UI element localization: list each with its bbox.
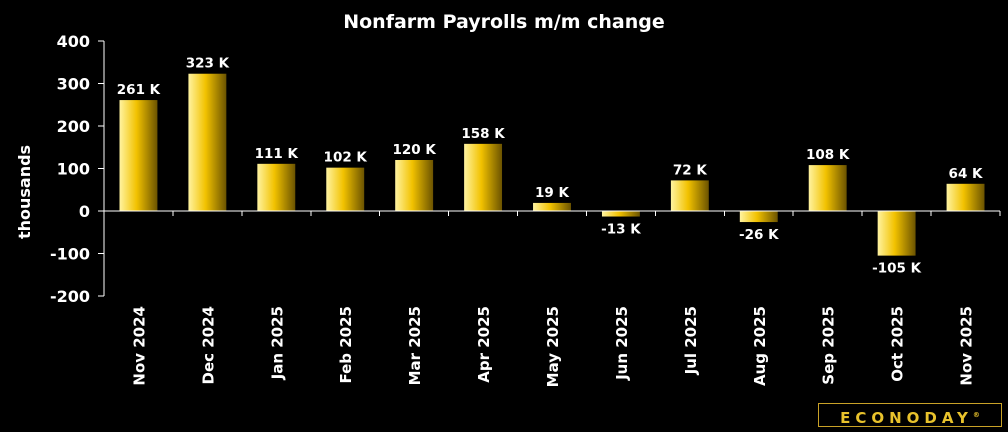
x-tick-label: Dec 2024 bbox=[199, 306, 217, 385]
x-axis-ticks: Nov 2024 Dec 2024 Jan 2025 Feb 2025 Mar 2025… bbox=[130, 211, 1001, 387]
bar bbox=[601, 211, 640, 217]
bar bbox=[119, 100, 158, 211]
x-tick-label: Jun 2025 bbox=[613, 306, 631, 381]
data-label: -13 K bbox=[601, 222, 641, 238]
bar bbox=[739, 211, 778, 223]
x-tick-label: Mar 2025 bbox=[406, 306, 424, 385]
bar bbox=[808, 165, 847, 211]
x-tick-label: Jul 2025 bbox=[682, 306, 700, 375]
chart-title: Nonfarm Payrolls m/m change bbox=[343, 11, 665, 33]
bar bbox=[188, 73, 227, 211]
y-tick-label: 200 bbox=[57, 117, 90, 136]
data-label: -26 K bbox=[739, 227, 779, 243]
data-label: 111 K bbox=[255, 146, 299, 162]
data-label: 64 K bbox=[949, 166, 983, 182]
bars bbox=[119, 73, 985, 256]
bar bbox=[533, 202, 571, 211]
y-tick-label: 100 bbox=[57, 160, 90, 179]
registered-mark: ® bbox=[972, 411, 980, 419]
bar bbox=[946, 183, 985, 211]
data-label: -105 K bbox=[872, 261, 921, 277]
data-label: 323 K bbox=[186, 56, 230, 72]
y-axis-label: thousands bbox=[15, 145, 34, 239]
y-tick-label: 300 bbox=[57, 75, 90, 94]
x-tick-label: Aug 2025 bbox=[751, 306, 769, 386]
econoday-logo: ECONODAY® bbox=[818, 403, 1002, 427]
logo-text: ECONODAY bbox=[840, 409, 973, 427]
x-tick-label: Sep 2025 bbox=[820, 306, 838, 385]
y-tick-label: -200 bbox=[50, 287, 90, 306]
y-tick-label: 0 bbox=[79, 202, 90, 221]
y-axis-ticks: 400 300 200 100 0 -100 -200 bbox=[50, 32, 104, 306]
x-tick-label: Oct 2025 bbox=[889, 306, 907, 382]
data-label: 261 K bbox=[117, 82, 161, 98]
bar bbox=[395, 160, 434, 211]
bar bbox=[670, 180, 709, 211]
data-label: 108 K bbox=[806, 147, 850, 163]
data-label: 72 K bbox=[673, 162, 707, 178]
bar bbox=[326, 167, 365, 211]
bar bbox=[877, 211, 916, 256]
data-labels: 261 K 323 K 111 K 102 K 120 K 158 K 19 K -13 K 7… bbox=[117, 56, 983, 277]
bar bbox=[257, 163, 296, 211]
data-label: 102 K bbox=[324, 150, 368, 166]
x-tick-label: Jan 2025 bbox=[268, 306, 286, 380]
x-tick-label: Nov 2024 bbox=[130, 306, 148, 386]
x-tick-label: May 2025 bbox=[544, 306, 562, 387]
x-tick-label: Apr 2025 bbox=[475, 306, 493, 383]
x-tick-label: Nov 2025 bbox=[958, 306, 976, 386]
data-label: 158 K bbox=[461, 126, 505, 142]
data-label: 19 K bbox=[535, 185, 569, 201]
y-tick-label: 400 bbox=[57, 32, 90, 51]
y-tick-label: -100 bbox=[50, 245, 90, 264]
x-tick-label: Feb 2025 bbox=[337, 306, 355, 384]
data-label: 120 K bbox=[392, 142, 436, 158]
bar bbox=[464, 143, 503, 211]
